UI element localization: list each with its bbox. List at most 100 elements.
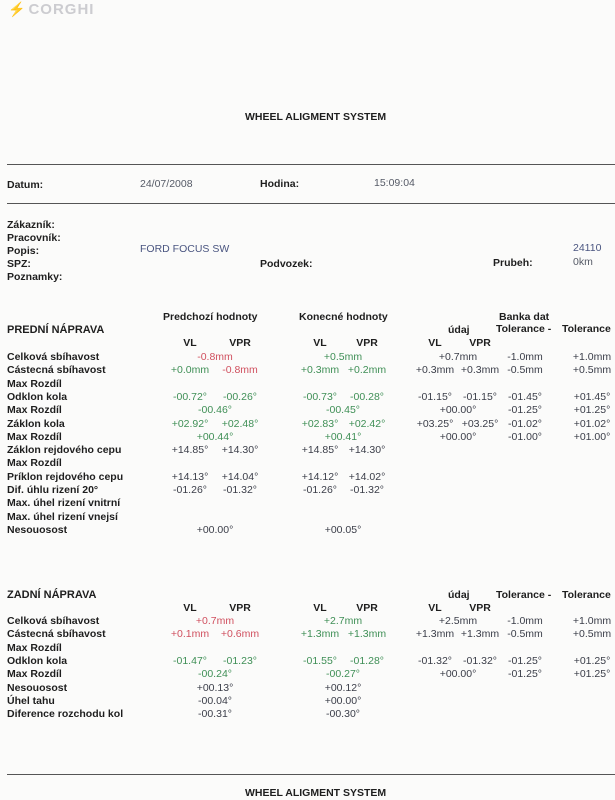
tm-value: -01.02° [508,417,542,430]
fin-value: +00.05° [324,523,362,536]
tp-value: +01.45° [573,390,611,403]
prev-vl-value: -00.72° [173,390,207,403]
prev-value: +0.7mm [195,615,235,627]
datum-value: 24/07/2008 [140,178,193,190]
fin-value: +00.00° [324,694,362,707]
row-label: Odklon kola [7,654,68,667]
prev-vpr-value: -00.26° [223,390,257,403]
prev-vl-value: +14.13° [171,470,209,483]
fin-value: -00.30° [326,708,360,721]
fin-value: +0.5mm [323,351,363,363]
hodina-value: 15:09:04 [374,177,415,189]
bank-vpr-value: -01.32° [463,654,497,667]
bank-vpr-value: +1.3mm [460,628,500,641]
tp-value: +0.5mm [572,628,612,641]
tp-value: +01.25° [573,654,611,667]
bank-vpr-value: -01.15° [463,390,497,403]
vl-column-header: VL [183,337,197,349]
prev-vpr-value: +0.6mm [220,628,260,641]
bank-value: +2.5mm [438,615,478,627]
prev-vl-value: +0.1mm [170,628,210,641]
vl-column-header: VL [313,602,327,614]
tp-value: +01.25° [573,404,611,417]
row-label: Cástecná sbíhavost [7,628,106,641]
udaj-header: údaj [448,324,470,336]
row-label: Max Rozdíl [7,377,62,390]
tm-value: -01.25° [508,668,542,681]
prev-vl-value: -01.26° [173,484,207,496]
tp-value: +01.02° [573,417,611,430]
prev-vl-value: +14.85° [171,444,209,457]
bank-value: +00.00° [439,668,477,681]
poznamky-label: Poznamky: [7,271,63,283]
tm-value: -1.0mm [507,615,543,627]
vl-column-header: VL [428,602,442,614]
prubeh-value: 0km [573,256,593,268]
rear-axle-title: ZADNÍ NÁPRAVA [7,589,97,601]
report-title: WHEEL ALIGMENT SYSTEM [245,111,387,123]
spz-label: SPZ: [7,258,31,270]
vpr-column-header: VPR [356,602,378,614]
row-label: Max. úhel rizení vnejsí [7,510,118,523]
row-label: Max Rozdíl [7,457,62,470]
prubeh-number: 24110 [573,242,602,254]
vl-column-header: VL [313,337,327,349]
bank-value: +00.00° [439,430,477,443]
row-label: Max Rozdíl [7,641,62,654]
final-values-header: Konecné hodnoty [299,311,388,323]
vpr-column-header: VPR [356,337,378,349]
prev-vpr-value: -01.32° [223,484,257,496]
bank-vpr-value: +0.3mm [460,364,500,377]
fin-vpr-value: -01.32° [350,484,384,496]
tm-value: -01.25° [508,404,542,417]
tm-value: -1.0mm [507,351,543,363]
fin-vl-value: -00.73° [303,390,337,403]
datum-label: Datum: [7,179,44,191]
prubeh-label: Prubeh: [493,257,533,269]
prev-value: -0.8mm [197,351,233,363]
tolerance-plus-header: Tolerance [562,589,611,601]
row-label: Úhel tahu [7,694,55,707]
fin-vl-value: +0.3mm [300,364,340,377]
vl-column-header: VL [428,337,442,349]
tolerance-minus-header: Tolerance - [496,323,552,335]
row-label: Max Rozdíl [7,430,62,443]
footer-title: WHEEL ALIGMENT SYSTEM [245,787,387,799]
divider [7,203,615,204]
divider [7,164,615,165]
fin-vl-value: +02.83° [301,417,339,430]
udaj-header: údaj [448,589,470,601]
tm-value: -01.25° [508,654,542,667]
bank-value: +00.00° [439,404,477,417]
row-label: Max. úhel rizení vnitrní [7,497,121,510]
prev-value: -00.04° [198,694,232,707]
vl-column-header: VL [183,602,197,614]
bank-vl-value: -01.15° [418,390,452,403]
front-axle-title: PREDNÍ NÁPRAVA [7,324,105,336]
fin-vpr-value: -00.28° [350,390,384,403]
tp-value: +0.5mm [572,364,612,377]
fin-vl-value: +14.85° [301,444,339,457]
divider [7,774,615,775]
prev-value: -00.24° [198,668,232,681]
fin-value: -00.45° [326,404,360,417]
popis-value: FORD FOCUS SW [140,243,230,255]
row-label: Príklon rejdového cepu [7,470,124,483]
prev-vpr-value: +14.30° [221,444,259,457]
tm-value: -0.5mm [507,364,543,377]
row-label: Záklon rejdového cepu [7,444,122,457]
fin-vpr-value: +14.30° [348,444,386,457]
tolerance-plus-header: Tolerance [562,323,611,335]
fin-value: -00.27° [326,668,360,681]
row-label: Diference rozchodu kol [7,708,124,721]
prev-value: +00.13° [196,681,234,694]
fin-vpr-value: -01.28° [350,654,384,667]
pracovnik-label: Pracovník: [7,232,61,244]
prev-value: +00.44° [196,430,234,443]
fin-vl-value: -01.26° [303,484,337,496]
bank-vl-value: +1.3mm [415,628,455,641]
prev-vl-value: +02.92° [171,417,209,430]
prev-vpr-value: +02.48° [221,417,259,430]
row-label: Max Rozdíl [7,668,62,681]
